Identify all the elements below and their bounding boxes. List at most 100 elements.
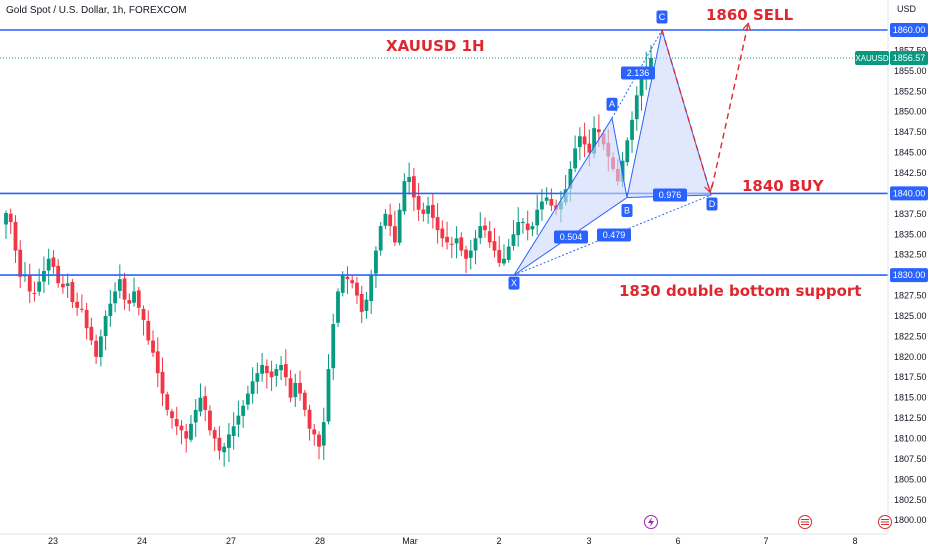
candle-body [46, 258, 51, 271]
y-tick-label: 1810.00 [894, 434, 927, 444]
x-tick-label: 3 [586, 536, 591, 546]
candle-body [288, 378, 293, 398]
pattern-ac-line [611, 29, 663, 119]
candle-body [37, 281, 42, 292]
candle-body [521, 221, 525, 224]
candle-body [264, 365, 269, 374]
x-tick-label: Mar [402, 536, 418, 546]
candle-body [383, 213, 388, 226]
annotation-group: XAUUSD 1H 1860 SELL 1840 BUY 1830 double bo… [386, 6, 861, 300]
candle-body [392, 226, 397, 243]
candle-body [132, 291, 136, 303]
candle-body [549, 198, 554, 206]
x-tick-label: 28 [315, 536, 325, 546]
pattern-bcd-triangle [626, 29, 712, 199]
candle-body [483, 225, 487, 231]
y-tick-label: 1800.00 [894, 515, 927, 525]
candle-body [293, 382, 298, 398]
candle-body [440, 228, 445, 239]
candle-body [165, 394, 170, 410]
candle-body [27, 275, 32, 292]
symbol-tag [855, 51, 889, 66]
candle-body [160, 371, 165, 394]
candle-body [388, 214, 393, 227]
candle-body [473, 238, 478, 251]
candle-body [108, 303, 113, 317]
candle-body [189, 423, 193, 440]
y-tick-label: 1825.00 [894, 311, 927, 321]
candle-body [241, 405, 246, 416]
candle-body [577, 136, 582, 148]
candle-body [596, 129, 601, 133]
candle-body [421, 209, 426, 214]
pattern-xd-line [513, 194, 712, 276]
y-tick-label: 1832.50 [894, 250, 927, 260]
candle-body [449, 243, 454, 245]
candle-body [18, 249, 23, 277]
candle-body [336, 291, 340, 323]
y-tick-label: 1822.50 [894, 331, 927, 341]
candle-body [402, 181, 407, 212]
candle-body [227, 434, 231, 448]
candle-body [454, 238, 459, 244]
candle-body [174, 418, 179, 427]
candle-body [245, 393, 250, 405]
candle-body [592, 128, 596, 154]
candle-body [497, 249, 502, 263]
level-price-tag [890, 186, 928, 201]
candle-body [61, 283, 65, 288]
candle-body [544, 197, 549, 201]
pattern-ratio-label: 0.479 [603, 230, 626, 240]
candle-body [117, 279, 122, 291]
x-tick-label: 24 [137, 536, 147, 546]
candle-body [302, 392, 307, 410]
candle-body [208, 410, 212, 431]
x-tick-label: 27 [226, 536, 236, 546]
candle-body [568, 168, 573, 189]
annotation-chart-title: XAUUSD 1H [386, 37, 485, 55]
candle-body [8, 213, 13, 222]
pattern-point-label: X [511, 278, 517, 288]
candle-body [502, 258, 506, 264]
candle-body [573, 148, 578, 169]
level-price-tag-text: 1830.00 [893, 270, 926, 280]
pattern-ratio-label: 0.976 [659, 190, 682, 200]
y-tick-label: 1855.00 [894, 66, 927, 76]
candle-body [236, 415, 241, 425]
candle-body [535, 209, 540, 226]
candle-body [42, 271, 46, 282]
pattern-ratio-badge [621, 66, 655, 80]
candle-body [468, 250, 473, 258]
candle-body [307, 409, 312, 429]
y-tick-label: 1847.50 [894, 127, 927, 137]
pattern-point-label: D [709, 199, 716, 209]
candle-body [79, 308, 84, 310]
candle-body [464, 249, 468, 259]
candle-body [634, 95, 639, 120]
candle-body [649, 58, 653, 67]
last-price-tag-text: 1856.57 [893, 53, 926, 63]
level-price-tag-text: 1840.00 [893, 188, 926, 198]
projection-down-arrow [661, 29, 710, 191]
candle-body [231, 426, 236, 436]
candle-body [103, 315, 108, 337]
candle-body [274, 369, 279, 376]
pattern-point-badge [606, 97, 618, 111]
candle-body [155, 351, 160, 374]
x-axis-panel [0, 534, 932, 550]
y-tick-label: 1837.50 [894, 209, 927, 219]
candle-body [141, 308, 146, 321]
candle-body [98, 336, 103, 358]
y-tick-label: 1817.50 [894, 372, 927, 382]
pattern-point-badge [706, 197, 718, 211]
candle-body [326, 369, 331, 422]
candle-body [250, 381, 255, 394]
annotation-sell: 1860 SELL [706, 6, 794, 24]
y-tick-label: 1850.00 [894, 107, 927, 117]
candle-body [506, 246, 511, 260]
candle-body [75, 301, 80, 308]
level-price-tag [890, 23, 928, 37]
candle-body [184, 431, 189, 439]
pattern-point-label: B [624, 205, 630, 215]
